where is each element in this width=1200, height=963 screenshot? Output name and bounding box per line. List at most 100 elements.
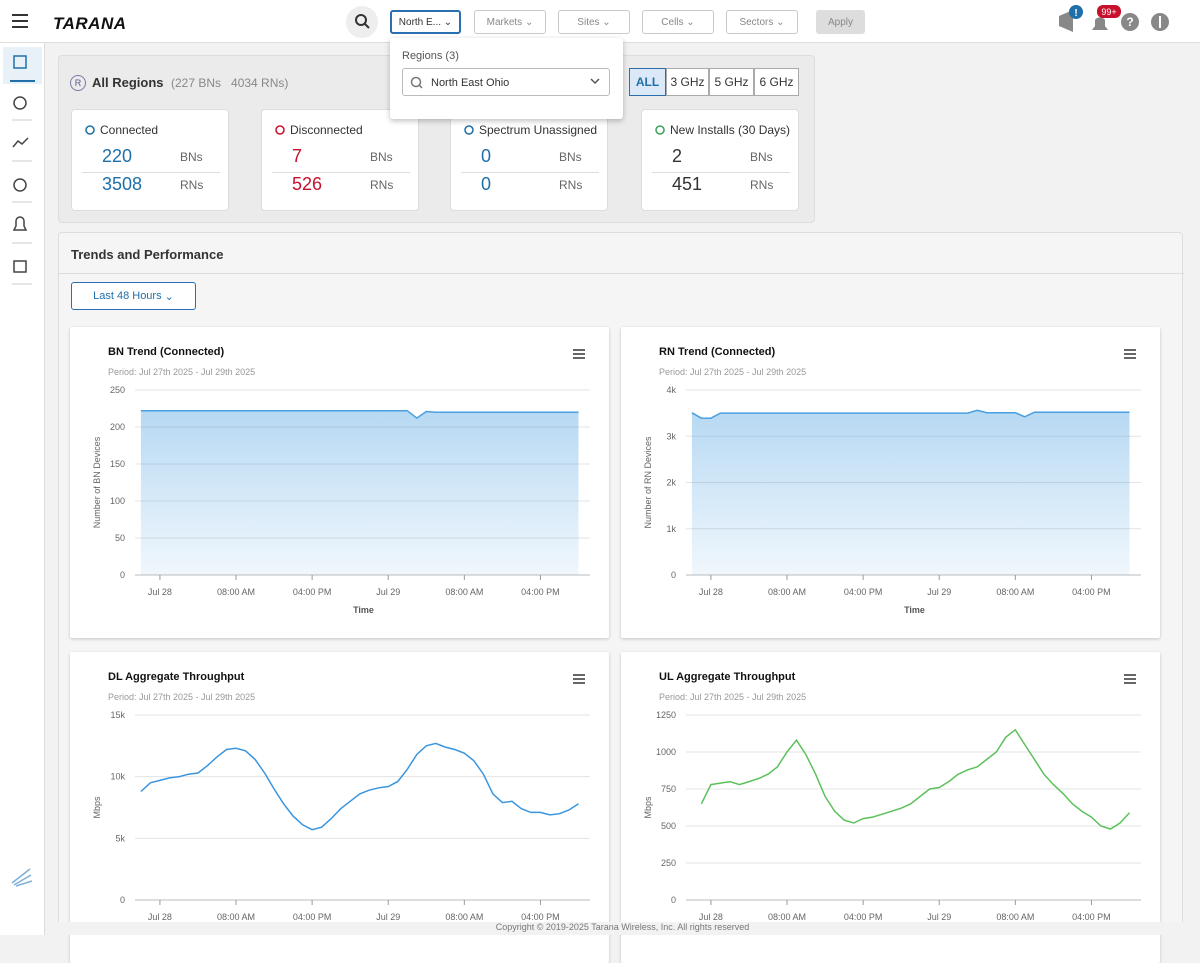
bn-count: 2 (672, 146, 683, 166)
chart-title: DL Aggregate Throughput (108, 671, 245, 683)
chart-menu[interactable] (573, 674, 585, 684)
status-title: Disconnected (290, 123, 363, 137)
region-select[interactable]: North East Ohio (402, 68, 610, 96)
divider (652, 172, 790, 173)
status-card: New Installs (30 Days) 2 BNs 451 RNs (641, 109, 799, 211)
x-axis-label: Time (353, 605, 374, 615)
status-title: New Installs (30 Days) (670, 123, 791, 137)
search-button[interactable] (346, 6, 378, 38)
band-toggle[interactable]: 3 GHz (666, 68, 709, 96)
band-toggle[interactable]: 5 GHz (709, 68, 754, 96)
filter-label: Sites (577, 16, 600, 28)
x-tick-label: 04:00 PM (521, 587, 560, 597)
range-label: Last 48 Hours (93, 290, 162, 302)
header-icons: ! 99+ ? (1059, 5, 1169, 32)
top-bar: TARANA North E... ⌄ Markets ⌄ Sites ⌄ Ce… (0, 0, 1200, 43)
chart: RN Trend (Connected) Period: Jul 27th 202… (643, 346, 1141, 615)
filter-sectors[interactable]: Sectors ⌄ (726, 10, 798, 34)
menu-icon[interactable] (12, 14, 28, 28)
region-selection: North East Ohio (431, 77, 510, 89)
bn-unit: BNs (750, 150, 773, 164)
rn-unit: RNs (559, 178, 583, 192)
y-tick-label: 10k (110, 772, 125, 782)
filter-sites[interactable]: Sites ⌄ (558, 10, 630, 34)
status-icon (655, 125, 665, 135)
line (700, 728, 1131, 830)
range-picker[interactable]: Last 48 Hours ⌄ (71, 282, 196, 310)
filter-markets[interactable]: Markets ⌄ (474, 10, 546, 34)
footer: Copyright © 2019-2025 Tarana Wireless, I… (45, 922, 1200, 935)
x-tick-label: Jul 28 (699, 587, 723, 597)
area-line (140, 409, 579, 420)
rn-count: 0 (481, 174, 492, 194)
chart-card: BN Trend (Connected) Period: Jul 27th 202… (70, 327, 609, 638)
logo: TARANA (53, 14, 127, 33)
sidebar-icons[interactable] (0, 43, 45, 935)
y-tick-label: 2k (666, 478, 676, 488)
y-tick-label: 1k (666, 524, 676, 534)
chart-card: UL Aggregate Throughput Period: Jul 27th … (621, 652, 1160, 963)
x-tick-label: 08:00 AM (217, 587, 255, 597)
filter-cells[interactable]: Cells ⌄ (642, 10, 714, 34)
x-tick-label: 08:00 AM (996, 912, 1034, 922)
y-tick-label: 750 (661, 784, 676, 794)
x-tick-label: 04:00 PM (1072, 912, 1111, 922)
chart: UL Aggregate Throughput Period: Jul 27th … (643, 671, 1141, 922)
y-axis-label: Number of RN Devices (643, 436, 653, 529)
icon-dot (655, 125, 665, 135)
chart-menu[interactable] (1124, 349, 1136, 359)
filter-region[interactable]: North E... ⌄ (390, 10, 461, 34)
x-tick-label: 08:00 AM (996, 587, 1034, 597)
icon-dot (85, 125, 95, 135)
status-title: Connected (100, 123, 159, 137)
rn-unit: RNs (370, 178, 394, 192)
band-toggle[interactable]: ALL (629, 68, 666, 96)
status-icon (464, 125, 474, 135)
x-tick-label: Jul 28 (699, 912, 723, 922)
chart-title: RN Trend (Connected) (659, 346, 775, 358)
x-tick-label: 04:00 PM (844, 587, 883, 597)
chart-card: RN Trend (Connected) Period: Jul 27th 202… (621, 327, 1160, 638)
area-fill (140, 410, 579, 575)
filter-label: Sectors (739, 16, 774, 28)
area-fill (691, 410, 1130, 575)
y-tick-label: 500 (661, 821, 676, 831)
x-tick-label: Jul 29 (376, 912, 400, 922)
summary-title: All Regions (92, 75, 164, 90)
area-line (691, 409, 1130, 419)
bn-unit: BNs (559, 150, 582, 164)
band-toggle[interactable]: 6 GHz (754, 68, 799, 96)
chart: BN Trend (Connected) Period: Jul 27th 202… (92, 346, 590, 615)
x-tick-label: 08:00 AM (768, 912, 806, 922)
summary-counts: (227 BNs 4034 RNs) (171, 76, 289, 90)
bn-unit: BNs (180, 150, 203, 164)
y-tick-label: 15k (110, 710, 125, 720)
x-tick-label: Jul 29 (927, 912, 951, 922)
y-tick-label: 1250 (656, 710, 676, 720)
status-card: Disconnected 7 BNs 526 RNs (261, 109, 419, 211)
y-tick-label: 4k (666, 385, 676, 395)
rn-count: 451 (672, 174, 703, 194)
x-tick-label: 04:00 PM (844, 912, 883, 922)
region-badge: R (70, 75, 86, 91)
apply-button[interactable]: Apply (816, 10, 865, 34)
y-tick-label: 0 (120, 895, 125, 905)
announce-badge: ! (1074, 8, 1077, 19)
chart-menu[interactable] (1124, 674, 1136, 684)
x-tick-label: 04:00 PM (521, 912, 560, 922)
y-tick-label: 150 (110, 459, 125, 469)
trends-title: Trends and Performance (71, 247, 224, 262)
chart-subtitle: Period: Jul 27th 2025 - Jul 29th 2025 (108, 692, 255, 702)
x-tick-label: Jul 28 (148, 587, 172, 597)
chart-menu[interactable] (573, 349, 585, 359)
chart: DL Aggregate Throughput Period: Jul 27th … (92, 671, 590, 922)
x-axis-label: Time (904, 605, 925, 615)
region-dropdown: Regions (3) North East Ohio (390, 38, 623, 119)
dropdown-label: Regions (3) (402, 50, 459, 62)
y-tick-label: 100 (110, 496, 125, 506)
x-tick-label: 04:00 PM (1072, 587, 1111, 597)
y-tick-label: 200 (110, 422, 125, 432)
x-tick-label: Jul 29 (927, 587, 951, 597)
divider (272, 172, 410, 173)
y-tick-label: 1000 (656, 747, 676, 757)
